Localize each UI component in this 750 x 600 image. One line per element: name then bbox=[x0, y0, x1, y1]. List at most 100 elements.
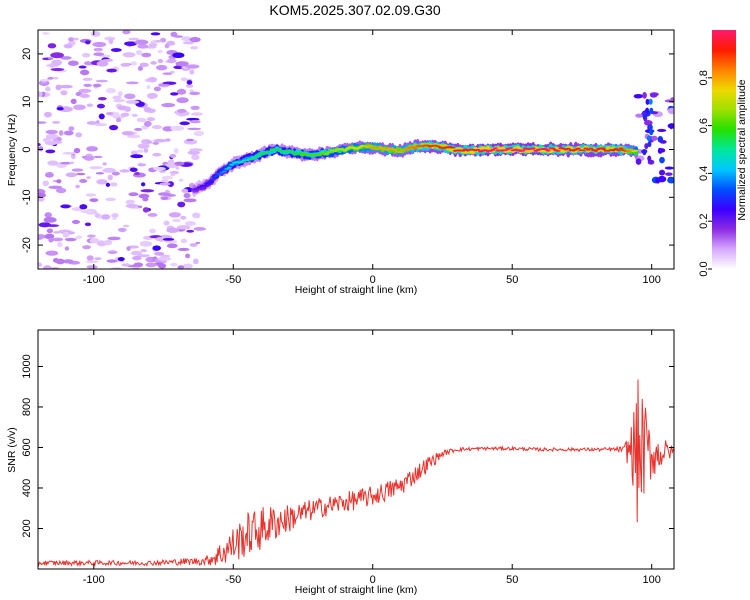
noise-speckle bbox=[164, 43, 170, 49]
snr-y-tick-label: 400 bbox=[21, 479, 33, 497]
ridge-cell bbox=[585, 148, 591, 151]
noise-speckle bbox=[191, 154, 200, 161]
noise-speckle bbox=[189, 89, 194, 92]
spectrogram-x-tick-label: -100 bbox=[83, 274, 105, 286]
noise-speckle bbox=[111, 171, 120, 176]
noise-speckle bbox=[90, 31, 101, 37]
noise-speckle bbox=[86, 146, 98, 152]
ridge-cell bbox=[588, 147, 594, 150]
noise-speckle bbox=[193, 258, 199, 265]
noise-speckle bbox=[155, 64, 168, 71]
noise-speckle bbox=[55, 187, 67, 194]
spectrogram-y-tick-label: 0 bbox=[21, 146, 33, 152]
noise-speckle bbox=[63, 130, 74, 136]
ridge-cell bbox=[397, 151, 403, 154]
noise-speckle bbox=[177, 247, 190, 251]
noise-speckle bbox=[142, 197, 149, 202]
ridge-cell bbox=[206, 182, 212, 185]
noise-speckle bbox=[141, 52, 152, 58]
noise-speckle bbox=[58, 130, 64, 136]
noise-speckle bbox=[650, 93, 658, 98]
noise-speckle bbox=[177, 108, 187, 113]
noise-speckle bbox=[166, 227, 180, 233]
noise-speckle bbox=[84, 40, 91, 45]
noise-speckle bbox=[122, 30, 131, 35]
noise-speckle bbox=[125, 100, 140, 104]
noise-speckle bbox=[38, 234, 44, 241]
noise-speckle bbox=[109, 182, 118, 187]
noise-speckle bbox=[159, 182, 171, 186]
noise-speckle bbox=[125, 81, 139, 85]
noise-speckle bbox=[140, 189, 155, 193]
noise-speckle bbox=[175, 167, 180, 170]
noise-speckle bbox=[656, 128, 667, 133]
noise-speckle bbox=[167, 159, 175, 166]
noise-speckle bbox=[175, 61, 189, 67]
noise-speckle bbox=[185, 253, 191, 259]
noise-speckle bbox=[139, 62, 149, 68]
noise-speckle bbox=[96, 179, 108, 185]
noise-speckle bbox=[48, 185, 63, 190]
ridge-cell bbox=[490, 148, 496, 151]
noise-speckle bbox=[137, 254, 151, 258]
ridge-cell bbox=[565, 147, 571, 150]
noise-speckle bbox=[42, 265, 53, 269]
ridge-cell bbox=[649, 107, 654, 114]
noise-speckle bbox=[89, 198, 99, 203]
noise-speckle bbox=[117, 91, 123, 97]
noise-speckle bbox=[60, 90, 68, 96]
noise-speckle bbox=[190, 105, 200, 110]
noise-speckle bbox=[105, 197, 117, 202]
ridge-cell bbox=[530, 147, 536, 150]
noise-speckle bbox=[178, 112, 185, 117]
noise-speckle bbox=[173, 147, 179, 154]
snr-x-tick-label: 0 bbox=[370, 574, 376, 586]
noise-speckle bbox=[105, 88, 116, 94]
noise-speckle bbox=[55, 84, 62, 91]
snr-x-ticks: -100 -50 0 50 100 bbox=[83, 330, 661, 586]
noise-speckle bbox=[140, 249, 148, 253]
noise-speckle bbox=[161, 175, 174, 180]
noise-speckle bbox=[173, 35, 183, 38]
noise-speckle bbox=[143, 106, 152, 113]
ridge-cell bbox=[618, 147, 624, 150]
noise-speckle bbox=[195, 241, 201, 245]
noise-speckle bbox=[642, 92, 647, 99]
noise-speckle bbox=[633, 94, 644, 99]
noise-speckle bbox=[62, 152, 75, 155]
noise-speckle bbox=[122, 224, 130, 228]
ridge-cell bbox=[370, 147, 375, 150]
noise-speckle bbox=[150, 61, 157, 65]
noise-speckle bbox=[651, 135, 658, 141]
noise-speckle bbox=[79, 204, 88, 210]
noise-speckle bbox=[39, 79, 51, 82]
noise-speckle bbox=[83, 83, 93, 87]
ridge-cell bbox=[372, 145, 378, 148]
noise-speckle bbox=[667, 107, 674, 115]
noise-speckle bbox=[193, 227, 206, 231]
noise-speckle bbox=[57, 241, 63, 248]
noise-speckle bbox=[75, 235, 83, 239]
noise-speckle bbox=[96, 60, 109, 67]
noise-speckle bbox=[71, 219, 80, 225]
noise-speckle bbox=[170, 173, 175, 177]
noise-speckle bbox=[192, 212, 201, 219]
ridge-cell bbox=[493, 147, 498, 150]
noise-speckle bbox=[52, 138, 58, 142]
noise-speckle bbox=[137, 163, 147, 167]
ridge-cell bbox=[342, 149, 348, 152]
colorbar-tick-label: 0.2 bbox=[698, 214, 710, 229]
ridge-cell bbox=[647, 141, 652, 148]
noise-speckle bbox=[92, 41, 107, 48]
noise-speckle bbox=[151, 124, 163, 130]
noise-speckle bbox=[46, 228, 54, 234]
noise-speckle bbox=[185, 64, 200, 69]
ridge-cell bbox=[277, 148, 282, 152]
noise-speckle bbox=[147, 140, 153, 144]
noise-speckle bbox=[170, 125, 185, 131]
noise-speckle bbox=[80, 210, 95, 214]
noise-speckle bbox=[153, 86, 162, 92]
snr-x-tick-label: -100 bbox=[83, 574, 105, 586]
ridge-cell bbox=[319, 151, 325, 154]
noise-speckle bbox=[98, 113, 105, 120]
